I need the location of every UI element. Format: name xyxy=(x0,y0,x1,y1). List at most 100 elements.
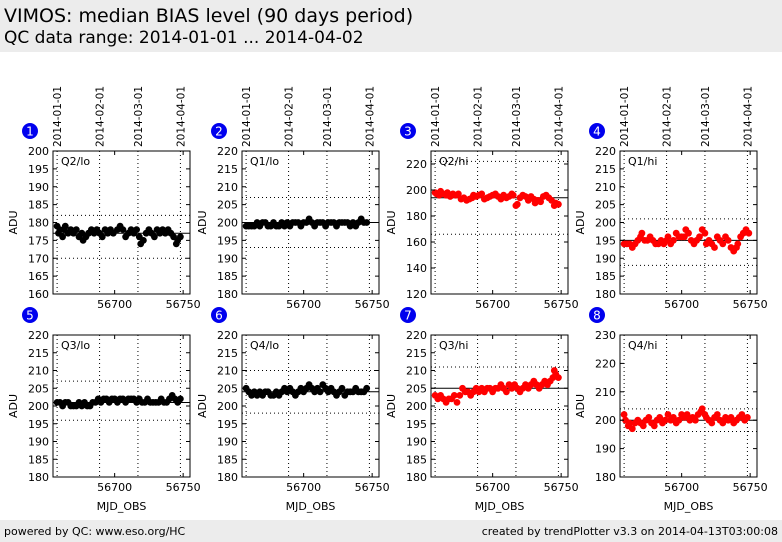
data-point-29 xyxy=(696,233,703,241)
panel-number-badge xyxy=(22,123,38,139)
y-tick-label-0: 180 xyxy=(28,471,49,484)
data-point-31 xyxy=(133,226,141,234)
y-axis-label: ADU xyxy=(385,210,398,234)
footer: powered by QC: www.eso.org/HC created by… xyxy=(0,520,782,542)
y-tick-label-7: 195 xyxy=(28,163,49,176)
panel-number: 8 xyxy=(593,309,601,323)
y-tick-label-3: 195 xyxy=(595,234,616,247)
plot-frame xyxy=(241,334,380,478)
data-point-46 xyxy=(555,374,562,381)
x-tick-label-0: 56700 xyxy=(286,298,321,311)
chart-panel-2: 180 185 190 195 200 205 210 215 220 56700 56750 ADU… xyxy=(196,86,390,311)
date-label-0: 2014-01-01 xyxy=(52,86,64,147)
y-tick-label-1: 185 xyxy=(595,270,616,283)
y-tick-label-3: 180 xyxy=(406,210,427,223)
y-tick-label-5: 205 xyxy=(406,382,427,395)
panel-label: Q3/lo xyxy=(61,339,90,352)
date-label-2: 2014-03-01 xyxy=(322,86,334,147)
data-point-7 xyxy=(638,229,646,237)
y-tick-label-2: 190 xyxy=(406,436,427,449)
x-tick-label-0: 56700 xyxy=(286,481,321,494)
data-point-38 xyxy=(719,240,727,248)
date-label-3: 2014-04-01 xyxy=(175,86,187,147)
panel-number: 4 xyxy=(593,125,601,139)
data-point-48 xyxy=(177,233,184,241)
date-label-1: 2014-02-01 xyxy=(284,86,296,147)
data-point-38 xyxy=(719,419,727,427)
plot-frame xyxy=(619,334,758,478)
x-tick-label-1: 56750 xyxy=(544,481,579,494)
y-tick-label-4: 220 xyxy=(595,357,616,370)
y-tick-label-7: 215 xyxy=(595,163,616,176)
data-point-0 xyxy=(620,411,628,418)
panel-number: 6 xyxy=(215,309,223,323)
date-label-3: 2014-04-01 xyxy=(742,86,754,147)
panel-label: Q2/lo xyxy=(61,155,90,168)
data-point-9 xyxy=(72,226,80,234)
y-axis-label: ADU xyxy=(7,394,20,418)
y-tick-label-0: 180 xyxy=(217,288,238,301)
data-point-31 xyxy=(509,191,517,199)
panel-number-badge xyxy=(22,307,38,323)
y-axis-label: ADU xyxy=(7,210,20,234)
y-tick-label-6: 190 xyxy=(28,181,49,194)
data-point-44 xyxy=(363,384,371,392)
y-tick-label-0: 180 xyxy=(406,471,427,484)
y-tick-label-3: 195 xyxy=(28,418,49,431)
footer-credit: powered by QC: www.eso.org/HC xyxy=(4,525,186,538)
y-tick-label-3: 175 xyxy=(28,234,49,247)
y-axis-label: ADU xyxy=(385,394,398,418)
plot-frame xyxy=(52,150,191,295)
data-point-19 xyxy=(670,414,677,421)
x-tick-label-0: 56700 xyxy=(664,298,699,311)
panel-number-badge xyxy=(589,123,605,139)
y-tick-label-1: 140 xyxy=(406,262,427,275)
data-point-25 xyxy=(685,229,692,237)
y-tick-label-2: 200 xyxy=(595,414,616,427)
data-point-10 xyxy=(455,190,462,198)
data-point-45 xyxy=(738,411,746,418)
y-tick-label-3: 195 xyxy=(217,418,238,431)
y-tick-label-8: 220 xyxy=(595,145,616,158)
data-point-40 xyxy=(724,237,732,244)
y-tick-label-2: 190 xyxy=(595,252,616,265)
x-tick-label-1: 56750 xyxy=(544,298,579,311)
y-tick-label-2: 160 xyxy=(406,236,427,249)
y-tick-label-4: 200 xyxy=(28,400,49,413)
x-axis-label: MJD_OBS xyxy=(286,500,336,513)
panel-number: 7 xyxy=(404,309,412,323)
data-point-26 xyxy=(119,226,127,234)
data-point-3 xyxy=(626,419,633,427)
y-tick-label-2: 170 xyxy=(28,252,49,265)
plot-frame xyxy=(619,150,758,295)
y-tick-label-5: 205 xyxy=(217,382,238,395)
data-point-3 xyxy=(59,233,66,241)
y-tick-label-5: 230 xyxy=(595,329,616,342)
y-tick-label-6: 210 xyxy=(217,365,238,378)
y-tick-label-7: 215 xyxy=(406,347,427,360)
data-point-12 xyxy=(650,422,658,430)
y-tick-label-6: 210 xyxy=(595,181,616,194)
data-point-4 xyxy=(628,425,636,433)
y-tick-label-5: 205 xyxy=(28,382,49,395)
panel-label: Q2/hi xyxy=(439,155,468,168)
x-tick-label-1: 56750 xyxy=(355,298,390,311)
data-point-27 xyxy=(316,388,324,396)
x-axis-label: MJD_OBS xyxy=(475,500,525,513)
panel-number: 3 xyxy=(404,125,412,139)
y-tick-label-0: 180 xyxy=(217,471,238,484)
chart-panel-6: 180 185 190 195 200 205 210 215 220 56700 56750 ADU… xyxy=(196,307,390,513)
x-tick-label-1: 56750 xyxy=(733,481,768,494)
chart-panel-1: 160 165 170 175 180 185 190 195 200 56700 56750 ADU… xyxy=(7,86,201,311)
panel-number-badge xyxy=(211,307,227,323)
x-tick-label-0: 56700 xyxy=(97,298,132,311)
y-tick-label-2: 190 xyxy=(28,436,49,449)
footer-timestamp: created by trendPlotter v3.3 on 2014-04-… xyxy=(481,525,778,538)
y-axis-label: ADU xyxy=(574,210,587,234)
date-label-1: 2014-02-01 xyxy=(473,86,485,147)
y-axis-label: ADU xyxy=(196,210,209,234)
data-point-49 xyxy=(555,200,562,208)
panel-label: Q3/hi xyxy=(439,339,468,352)
y-tick-label-2: 190 xyxy=(217,436,238,449)
data-point-17 xyxy=(664,233,672,241)
